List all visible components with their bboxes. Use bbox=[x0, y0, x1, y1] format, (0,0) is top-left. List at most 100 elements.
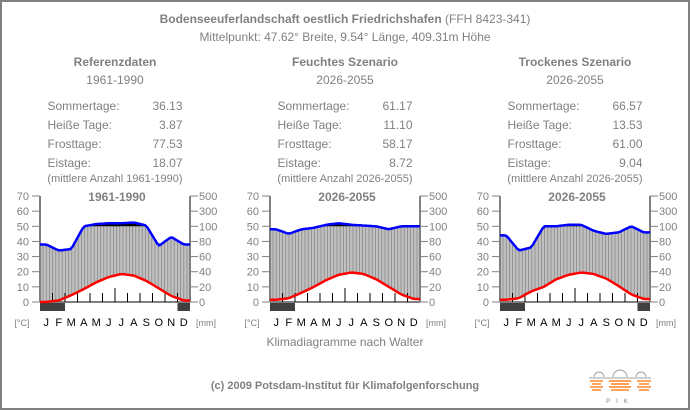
precipitation-point bbox=[182, 243, 185, 246]
column-period: 1961-1990 bbox=[86, 73, 144, 87]
stats-note: (mittlere Anzahl 2026-2055) bbox=[507, 173, 643, 185]
month-label: N bbox=[167, 317, 175, 329]
stat-value: 18.07 bbox=[152, 156, 183, 170]
stat-row: Frosttage: 58.17 bbox=[278, 135, 413, 154]
temperature-point bbox=[350, 271, 353, 274]
stat-label: Heiße Tage: bbox=[507, 118, 572, 132]
column-period: 2026-2055 bbox=[546, 73, 604, 87]
month-label: A bbox=[590, 317, 598, 329]
precipitation-point bbox=[325, 223, 328, 226]
month-label: F bbox=[285, 317, 292, 329]
precipitation-point bbox=[362, 224, 365, 227]
temperature-point bbox=[617, 285, 620, 287]
temperature-point bbox=[275, 298, 278, 301]
temperature-point bbox=[182, 299, 185, 302]
column-wet-scenario: Feuchtes Szenario 2026-2055 Sommertage: 6… bbox=[230, 55, 460, 185]
month-label: A bbox=[80, 317, 88, 329]
stat-value: 61.00 bbox=[612, 137, 643, 151]
left-tick-label: 70 bbox=[477, 191, 489, 203]
temperature-point bbox=[312, 286, 315, 288]
chart-caption: Klimadiagramme nach Walter bbox=[266, 335, 424, 349]
right-tick-label: 20 bbox=[199, 282, 211, 294]
stats-table: Sommertage: 66.57 Heiße Tage: 13.53 Frostt… bbox=[508, 97, 643, 173]
precipitation-point bbox=[542, 225, 545, 228]
month-label: J bbox=[349, 317, 355, 329]
precipitation-point bbox=[312, 227, 315, 229]
month-label: S bbox=[603, 317, 610, 329]
month-label: J bbox=[566, 317, 572, 329]
right-tick-label: 500 bbox=[659, 191, 677, 203]
precipitation-point bbox=[387, 228, 390, 231]
chart-title: 1961-1990 bbox=[88, 190, 146, 204]
temperature-line bbox=[500, 271, 650, 301]
precipitation-point bbox=[57, 249, 60, 252]
stat-label: Heiße Tage: bbox=[47, 118, 112, 132]
column-dry-scenario: Trockenes Szenario 2026-2055 Sommertage:… bbox=[460, 55, 690, 185]
right-tick-label: 100 bbox=[199, 221, 217, 233]
stat-label: Frosttage: bbox=[47, 137, 102, 151]
month-label: J bbox=[579, 317, 585, 329]
precipitation-point bbox=[300, 228, 303, 231]
left-unit-label: [°C] bbox=[474, 318, 489, 328]
temperature-point bbox=[362, 273, 365, 275]
left-tick-label: 60 bbox=[17, 206, 29, 218]
stat-label: Eistage: bbox=[47, 156, 91, 170]
right-tick-label: 60 bbox=[659, 252, 671, 264]
stat-label: Heiße Tage: bbox=[277, 118, 342, 132]
right-unit-label: [mm] bbox=[426, 318, 446, 328]
column-title: Trockenes Szenario bbox=[518, 55, 632, 69]
temperature-point bbox=[567, 273, 570, 276]
month-label: J bbox=[106, 317, 112, 329]
precipitation-point bbox=[287, 233, 290, 235]
stat-row: Heiße Tage: 11.10 bbox=[278, 116, 413, 135]
stat-value: 3.87 bbox=[159, 118, 183, 132]
right-tick-label: 80 bbox=[659, 236, 671, 248]
humid-area bbox=[270, 223, 420, 300]
left-tick-label: 10 bbox=[247, 282, 259, 294]
temperature-point bbox=[325, 279, 328, 281]
temperature-point bbox=[530, 290, 533, 293]
stat-value: 9.04 bbox=[619, 156, 643, 170]
stat-value: 11.10 bbox=[383, 118, 413, 132]
temperature-point bbox=[82, 288, 85, 290]
climate-chart-reference: 0 10 20 30 40 50 60 70 0 20 40 60 80 100 300 500 1961-19… bbox=[14, 190, 217, 329]
frost-month-bar bbox=[282, 302, 295, 311]
precipitation-line bbox=[40, 221, 190, 252]
left-tick-label: 10 bbox=[17, 282, 29, 294]
logo-arc bbox=[593, 371, 605, 378]
stat-row: Sommertage: 61.17 bbox=[278, 97, 413, 116]
precipitation-point bbox=[412, 225, 415, 228]
temperature-point bbox=[170, 295, 173, 297]
left-tick-label: 70 bbox=[17, 191, 29, 203]
location-name: Bodenseeuferlandschaft oestlich Friedric… bbox=[159, 12, 442, 26]
right-tick-label: 60 bbox=[429, 252, 441, 264]
column-reference: Referenzdaten 1961-1990 Sommertage: 36.13… bbox=[0, 55, 230, 185]
precipitation-point bbox=[580, 223, 583, 226]
left-unit-label: [°C] bbox=[244, 318, 259, 328]
stat-value: 8.72 bbox=[389, 156, 413, 170]
frost-month-bar bbox=[270, 302, 283, 311]
precipitation-line bbox=[270, 222, 420, 235]
stat-value: 66.57 bbox=[612, 99, 643, 113]
stat-label: Frosttage: bbox=[507, 137, 562, 151]
left-tick-label: 0 bbox=[23, 297, 29, 309]
left-tick-label: 0 bbox=[253, 297, 259, 309]
stat-row: Eistage: 18.07 bbox=[48, 154, 183, 173]
right-tick-label: 0 bbox=[199, 297, 205, 309]
stat-label: Sommertage: bbox=[47, 99, 120, 113]
month-label: M bbox=[297, 317, 306, 329]
precipitation-point bbox=[555, 225, 558, 228]
precipitation-line bbox=[500, 223, 650, 252]
month-label: M bbox=[322, 317, 331, 329]
frost-month-bar bbox=[500, 302, 513, 311]
precipitation-point bbox=[350, 223, 353, 226]
month-label: M bbox=[92, 317, 101, 329]
month-label: J bbox=[119, 317, 125, 329]
stat-value: 61.17 bbox=[382, 99, 413, 113]
stat-label: Sommertage: bbox=[507, 99, 580, 113]
precipitation-point bbox=[45, 243, 48, 246]
month-label: D bbox=[180, 317, 188, 329]
chart-title: 2026-2055 bbox=[548, 190, 606, 204]
temperature-point bbox=[605, 277, 608, 280]
right-tick-label: 300 bbox=[199, 206, 217, 218]
